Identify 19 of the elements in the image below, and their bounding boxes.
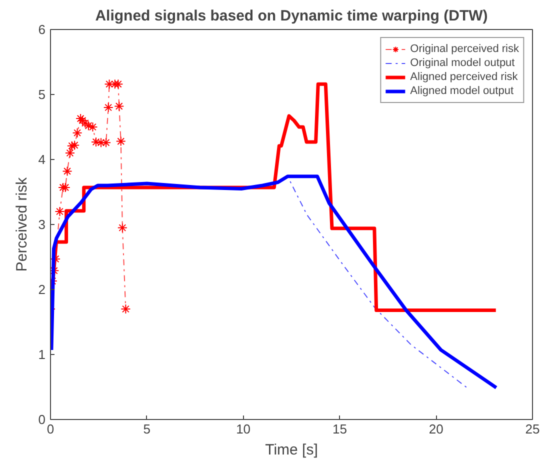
x-tick-label: 20 [428,422,444,436]
y-tick-label: 3 [38,217,46,232]
y-axis-title: Perceived risk [13,176,30,272]
y-tick-label: 6 [38,22,46,37]
x-axis-title: Time [s] [265,442,318,458]
legend-label: Aligned perceived risk [410,70,518,84]
y-tick-label: 0 [38,412,46,427]
y-tick-label: 1 [38,347,46,362]
legend-label: Original perceived risk [410,42,519,56]
y-tick-label: 4 [38,152,46,167]
chart-title: Aligned signals based on Dynamic time warping (DTW) [95,8,488,24]
y-tick-label: 5 [38,87,46,102]
legend-label: Aligned model output [410,84,514,98]
x-tick-label: 25 [525,422,540,436]
x-tick-label: 5 [143,422,151,436]
x-tick-label: 10 [236,422,251,436]
y-tick-label: 2 [38,282,46,297]
legend-label: Original model output [410,56,515,70]
x-tick-label: 15 [332,422,347,436]
